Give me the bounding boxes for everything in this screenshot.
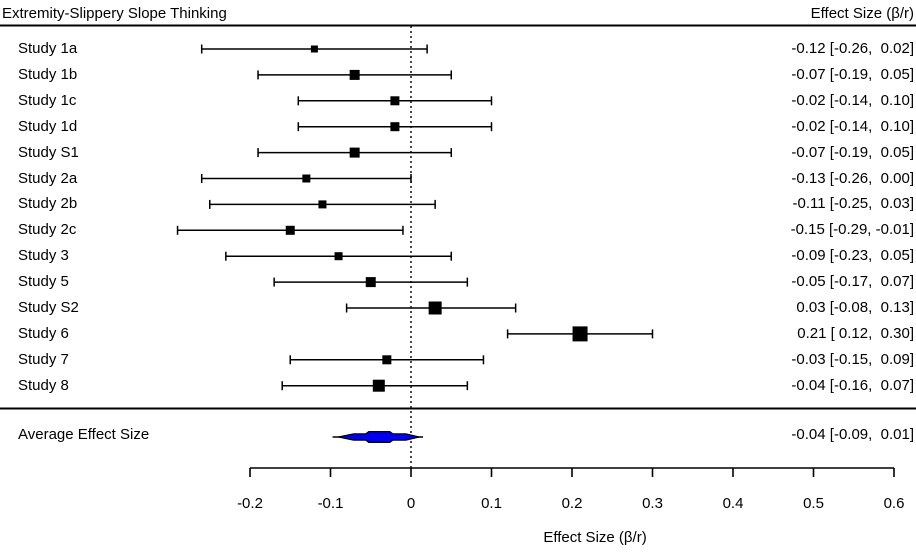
x-tick-label: 0.4 [722,495,744,512]
x-tick-label: -0.2 [237,495,263,512]
study-value: -0.13 [-0.26, 0.00] [791,169,914,187]
summary-value: -0.04 [-0.09, 0.01] [791,426,914,443]
study-value: -0.11 [-0.25, 0.03] [792,195,914,213]
effect-marker [428,301,442,315]
effect-marker [318,200,327,209]
study-label: Study 1a [18,40,78,57]
summary-diamond [338,431,420,443]
x-tick-label: 0.3 [642,495,663,512]
effect-marker [372,379,385,392]
x-axis-title: Effect Size (β/r) [543,529,647,546]
effect-marker [390,122,400,132]
x-tick-label: 0.1 [481,495,502,512]
study-label: Study 3 [18,247,69,265]
study-label: Study 6 [18,324,69,342]
study-value: -0.05 [-0.17, 0.07] [791,273,914,291]
study-label: Study 1b [18,65,78,83]
study-label: Study S2 [18,299,79,316]
study-value: -0.09 [-0.23, 0.05] [791,247,914,265]
study-label: Study 8 [18,376,69,394]
effect-marker [349,147,360,158]
study-value: -0.02 [-0.14, 0.10] [791,117,914,135]
study-value: -0.04 [-0.16, 0.07] [791,376,914,394]
study-value: -0.03 [-0.15, 0.09] [791,350,914,368]
study-value: -0.12 [-0.26, 0.02] [791,40,914,57]
study-value: 0.21 [ 0.12, 0.30] [793,324,914,342]
study-label: Study 2b [18,195,78,213]
effect-marker [310,45,318,53]
effect-marker [572,326,588,342]
x-tick-label: 0 [406,495,416,512]
effect-marker [382,355,392,365]
study-label: Study 2c [18,221,77,239]
plot-title: Extremity-Slippery Slope Thinking [2,5,227,22]
effect-marker [365,277,376,288]
effect-marker [302,174,311,183]
effect-marker [285,225,295,235]
summary-label: Average Effect Size [18,426,150,443]
study-label: Study S1 [18,143,79,161]
x-tick-label: 0.6 [883,495,905,512]
x-tick-label: 0.5 [803,495,824,512]
study-label: Study 1d [18,117,78,135]
study-value: 0.03 [-0.08, 0.13] [792,299,914,316]
study-value: -0.07 [-0.19, 0.05] [791,143,914,161]
effect-marker [390,96,400,106]
effect-size-column-header: Effect Size (β/r) [810,5,914,22]
study-value: -0.02 [-0.14, 0.10] [791,91,914,109]
study-label: Study 5 [18,273,69,291]
effect-marker [349,69,360,80]
study-label: Study 1c [18,91,77,109]
study-label: Study 2a [18,169,78,187]
x-tick-label: -0.1 [317,495,344,512]
study-value: -0.15 [-0.29, -0.01] [790,221,914,239]
study-label: Study 7 [18,350,69,368]
effect-marker [334,252,343,261]
x-tick-label: 0.2 [561,495,583,512]
study-value: -0.07 [-0.19, 0.05] [791,65,914,83]
